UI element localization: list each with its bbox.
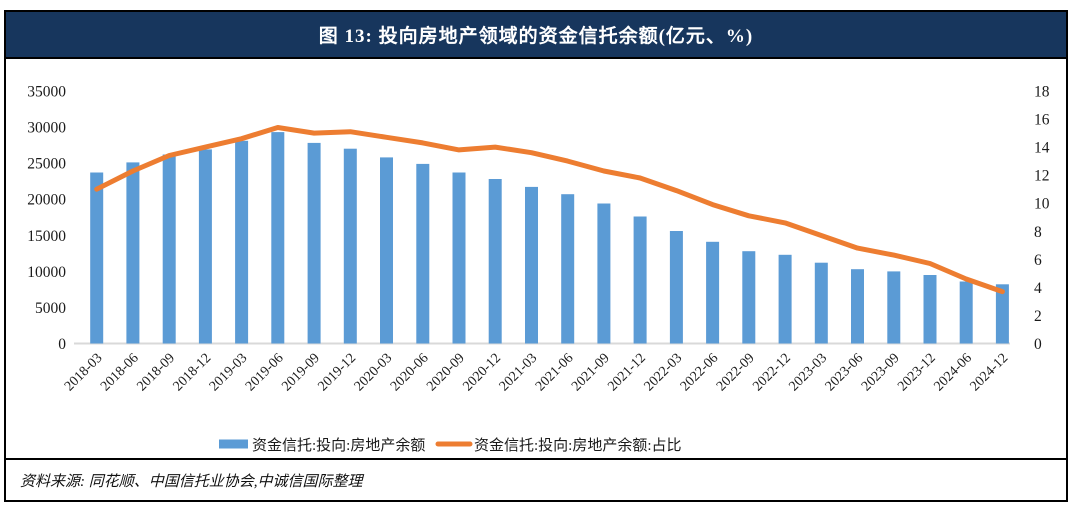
bar-2022-03	[669, 231, 683, 344]
x-label-2022-12: 2022-12	[750, 351, 794, 395]
right-tick-label: 2	[1034, 308, 1042, 325]
left-tick-label: 30000	[27, 120, 66, 137]
bar-2023-12	[923, 275, 937, 344]
bar-2019-03	[235, 140, 249, 344]
figure-header: 图 13: 投向房地产领域的资金信托余额(亿元、%)	[6, 12, 1066, 59]
legend-line-label: 资金信托:投向:房地产余额:占比	[474, 436, 682, 454]
left-tick-label: 25000	[27, 156, 66, 173]
x-label-2018-06: 2018-06	[98, 351, 142, 395]
bar-2024-06	[959, 281, 973, 344]
bar-2023-03	[814, 262, 828, 344]
x-label-2022-03: 2022-03	[642, 351, 686, 395]
left-axis-labels: 0 5000 10000 15000 20000 25000 30000 35000	[27, 84, 66, 354]
x-label-2020-09: 2020-09	[424, 351, 468, 395]
bar-2022-09	[742, 251, 756, 344]
bar-2022-12	[778, 254, 792, 344]
x-label-2020-12: 2020-12	[460, 351, 504, 395]
chart-panel: 0 5000 10000 15000 20000 25000 30000 35000 0 2 4 6…	[6, 59, 1066, 460]
figure-frame: 图 13: 投向房地产领域的资金信托余额(亿元、%) 0 5000 10000 150…	[4, 10, 1068, 502]
right-axis-labels: 0 2 4 6 8 10 12 14 16 18	[1034, 84, 1050, 354]
bar-2020-09	[452, 172, 466, 344]
source-footer: 资料来源: 同花顺、中国信托业协会,中诚信国际整理	[6, 460, 1066, 500]
x-label-2024-12: 2024-12	[968, 351, 1012, 395]
x-label-2023-12: 2023-12	[895, 351, 939, 395]
x-label-2019-12: 2019-12	[316, 351, 360, 395]
bar-2018-06	[126, 162, 140, 344]
left-tick-label: 35000	[27, 84, 66, 101]
legend: 资金信托:投向:房地产余额 资金信托:投向:房地产余额:占比	[219, 436, 682, 454]
x-label-2019-06: 2019-06	[243, 351, 287, 395]
x-axis-labels: 2018-032018-062018-092018-122019-032019-…	[62, 351, 1011, 395]
right-tick-label: 18	[1034, 84, 1050, 101]
right-tick-label: 0	[1034, 336, 1042, 353]
figure-title: 图 13: 投向房地产领域的资金信托余额(亿元、%)	[318, 26, 754, 47]
bar-2021-09	[597, 203, 611, 344]
x-label-2021-09: 2021-09	[569, 351, 613, 395]
x-label-2024-06: 2024-06	[931, 351, 975, 395]
bar-series	[90, 132, 1009, 344]
x-label-2020-06: 2020-06	[388, 351, 432, 395]
right-tick-label: 4	[1034, 280, 1042, 297]
legend-bar-swatch	[219, 439, 248, 449]
bar-2018-12	[198, 149, 212, 344]
x-label-2018-12: 2018-12	[171, 351, 215, 395]
bar-2021-06	[561, 194, 575, 344]
bar-2018-09	[162, 154, 176, 344]
x-label-2021-12: 2021-12	[605, 351, 649, 395]
left-tick-label: 20000	[27, 192, 66, 209]
legend-bar-label: 资金信托:投向:房地产余额	[252, 436, 425, 454]
x-label-2019-03: 2019-03	[207, 351, 251, 395]
left-tick-label: 5000	[35, 300, 66, 317]
bar-2020-03	[380, 157, 393, 344]
x-label-2018-03: 2018-03	[62, 351, 106, 395]
bar-2023-06	[851, 269, 864, 344]
bar-2019-12	[343, 148, 357, 344]
x-label-2022-06: 2022-06	[678, 351, 722, 395]
right-tick-label: 14	[1034, 140, 1050, 157]
bar-2019-06	[271, 132, 285, 344]
bar-2019-09	[307, 142, 321, 344]
right-tick-label: 16	[1034, 112, 1050, 129]
right-tick-label: 6	[1034, 252, 1042, 269]
bar-2024-12	[995, 284, 1009, 344]
x-label-2021-06: 2021-06	[533, 351, 577, 395]
right-tick-label: 8	[1034, 224, 1042, 241]
right-tick-label: 10	[1034, 196, 1050, 213]
x-label-2019-09: 2019-09	[279, 351, 323, 395]
x-label-2021-03: 2021-03	[497, 351, 541, 395]
source-text: 资料来源: 同花顺、中国信托业协会,中诚信国际整理	[20, 473, 363, 490]
bar-2021-12	[633, 216, 647, 344]
left-tick-label: 10000	[27, 264, 66, 281]
x-label-2023-09: 2023-09	[859, 351, 903, 395]
right-tick-label: 12	[1034, 168, 1050, 185]
trend-line	[94, 125, 1005, 295]
x-label-2022-09: 2022-09	[714, 351, 758, 395]
x-label-2018-09: 2018-09	[134, 351, 178, 395]
bar-2022-06	[706, 241, 720, 344]
bar-2021-03	[525, 186, 538, 344]
x-label-2023-03: 2023-03	[787, 351, 831, 395]
left-tick-label: 15000	[27, 228, 66, 245]
chart-canvas: 0 5000 10000 15000 20000 25000 30000 35000 0 2 4 6…	[27, 84, 1050, 455]
left-tick-label: 0	[58, 336, 66, 353]
x-label-2023-06: 2023-06	[823, 351, 867, 395]
bar-2018-03	[90, 172, 104, 344]
bar-2023-09	[887, 271, 901, 344]
x-label-2020-03: 2020-03	[352, 351, 396, 395]
bar-2020-12	[488, 179, 502, 344]
bar-2020-06	[416, 163, 430, 344]
